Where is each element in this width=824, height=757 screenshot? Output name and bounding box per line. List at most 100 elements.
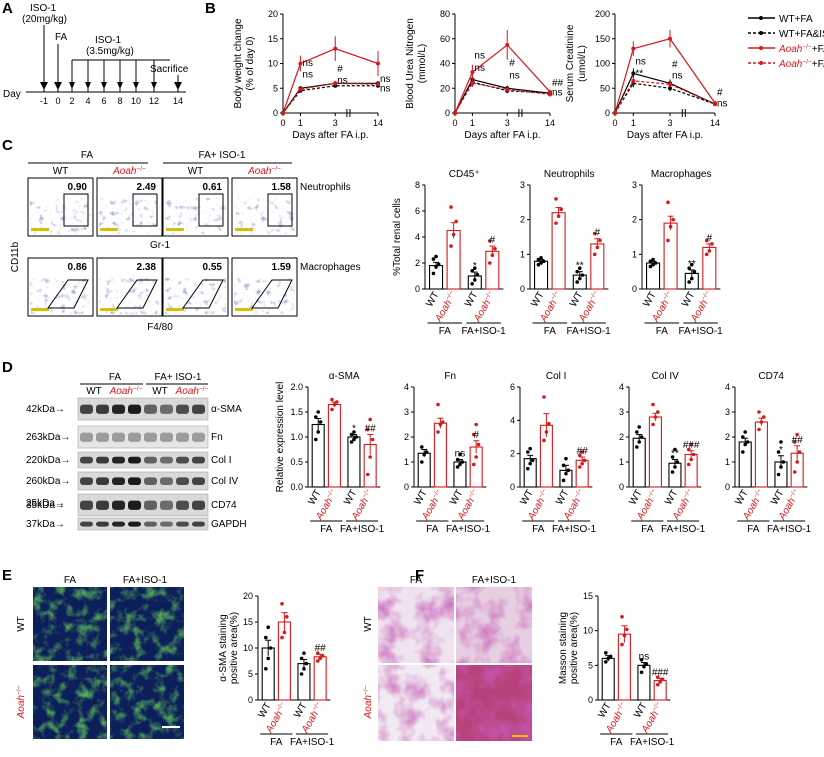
chart-title: Col I [546, 371, 567, 382]
series-line [282, 82, 379, 114]
data-point [577, 453, 582, 458]
data-point [598, 238, 602, 243]
y-tick-label: 20 [440, 83, 450, 93]
group-label: FA [656, 326, 669, 337]
group-label: FA+ISO-1 [340, 524, 385, 535]
data-point [528, 461, 532, 466]
blot-band [192, 404, 205, 414]
gate-polygon [47, 279, 89, 309]
category-label: WT [641, 290, 658, 309]
data-point [449, 205, 453, 209]
data-point [577, 276, 582, 281]
x-tick-label: 3 [333, 118, 338, 128]
y-tick-label: 6 [415, 206, 420, 216]
data-point [438, 422, 443, 427]
legend-label: Aoah−/−+FA [778, 44, 824, 56]
data-point [282, 630, 287, 635]
data-point [487, 239, 492, 243]
blot-band [160, 477, 173, 485]
blot-band [80, 432, 93, 442]
chart-title: Neutrophils [544, 169, 595, 180]
y-tick-label: 0 [404, 482, 409, 492]
x-tick-label: 14 [710, 118, 720, 128]
y-tick-label: 100 [595, 59, 610, 69]
y-tick-label: 1 [404, 457, 409, 467]
data-point [671, 217, 675, 222]
significance-label: * [473, 261, 477, 272]
data-point [541, 259, 546, 264]
data-point [333, 81, 338, 86]
blot-band [160, 456, 173, 464]
data-point [741, 435, 745, 439]
data-point [471, 432, 476, 437]
day-tick-label: 12 [149, 96, 159, 106]
y-axis-label: α-SMA staining [218, 614, 229, 681]
data-point [653, 261, 658, 265]
significance-label: ns [717, 99, 728, 110]
blot-band [160, 432, 173, 442]
group-label: FA+ISO-1 [678, 326, 723, 337]
bar [446, 229, 461, 290]
significance-label: ## [792, 435, 804, 446]
y-axis-label: Masson staining [558, 612, 569, 684]
group-label: FA+ISO-1 [290, 737, 335, 748]
data-point [316, 430, 321, 434]
y-tick-label: 0.0 [290, 482, 303, 492]
series-line [454, 82, 551, 114]
blot-band [96, 456, 109, 464]
data-point [458, 452, 462, 457]
data-point [686, 462, 691, 467]
y-axis-label-unit: (mmol/L) [417, 44, 428, 83]
gate-percentage: 2.49 [137, 182, 157, 193]
significance-label: * [352, 424, 356, 435]
blot-band [144, 521, 157, 527]
iso-mid-arrowhead [151, 82, 157, 89]
significance-label: # [672, 59, 678, 70]
protein-label: CD74 [211, 500, 237, 511]
y-tick-label: 15 [268, 34, 278, 44]
day-tick-label: 10 [131, 96, 141, 106]
blot-band [80, 477, 93, 485]
y-tick-label: 200 [595, 9, 610, 19]
data-point [658, 680, 662, 684]
blot-band [128, 404, 141, 414]
data-point [302, 651, 306, 655]
panel-label-c: C [2, 137, 13, 154]
x-tick-label: 3 [667, 118, 672, 128]
data-point [349, 432, 354, 437]
data-point [564, 471, 568, 476]
data-point [315, 651, 320, 655]
flow-baseline [166, 308, 184, 311]
panel-a-timeline: ISO-1 (20mg/kg) FA ISO-1 (3.5mg/kg) Sacr… [3, 3, 189, 106]
data-point [493, 246, 497, 251]
x-axis-label: Days after FA i.p. [292, 130, 368, 141]
data-point [776, 472, 781, 477]
day-tick-label: 2 [69, 96, 74, 106]
col-label-fa-iso: FA+ISO-1 [123, 575, 168, 586]
data-point [547, 421, 551, 426]
series-line [614, 82, 716, 114]
blot-band [80, 500, 93, 510]
data-point [651, 262, 655, 267]
data-point [639, 657, 644, 662]
data-point [280, 635, 284, 640]
blot-band [144, 456, 157, 464]
blot-strip [77, 517, 209, 531]
data-point [474, 455, 478, 459]
significance-label: ### [683, 440, 700, 451]
data-point [424, 450, 429, 454]
group-label: FA [747, 524, 760, 535]
protein-label: Fn [211, 432, 223, 443]
data-point [455, 465, 460, 469]
data-point [526, 450, 530, 454]
data-point [797, 450, 802, 454]
data-point [266, 656, 271, 661]
data-point [743, 430, 747, 434]
x-tick-label: 0 [612, 118, 617, 128]
data-point [436, 402, 440, 407]
y-axis-label-unit: (% of day 0) [245, 37, 256, 91]
group-label: FA+ISO-1 [767, 524, 812, 535]
y-tick-label: 5 [248, 669, 253, 679]
x-axis-label: Days after FA i.p. [627, 130, 703, 141]
panel-c-flow-cytometry: FA FA+ ISO-1 WT Aoah−/− WT Aoah−/− 0.90 2.49 0.6… [10, 150, 361, 333]
